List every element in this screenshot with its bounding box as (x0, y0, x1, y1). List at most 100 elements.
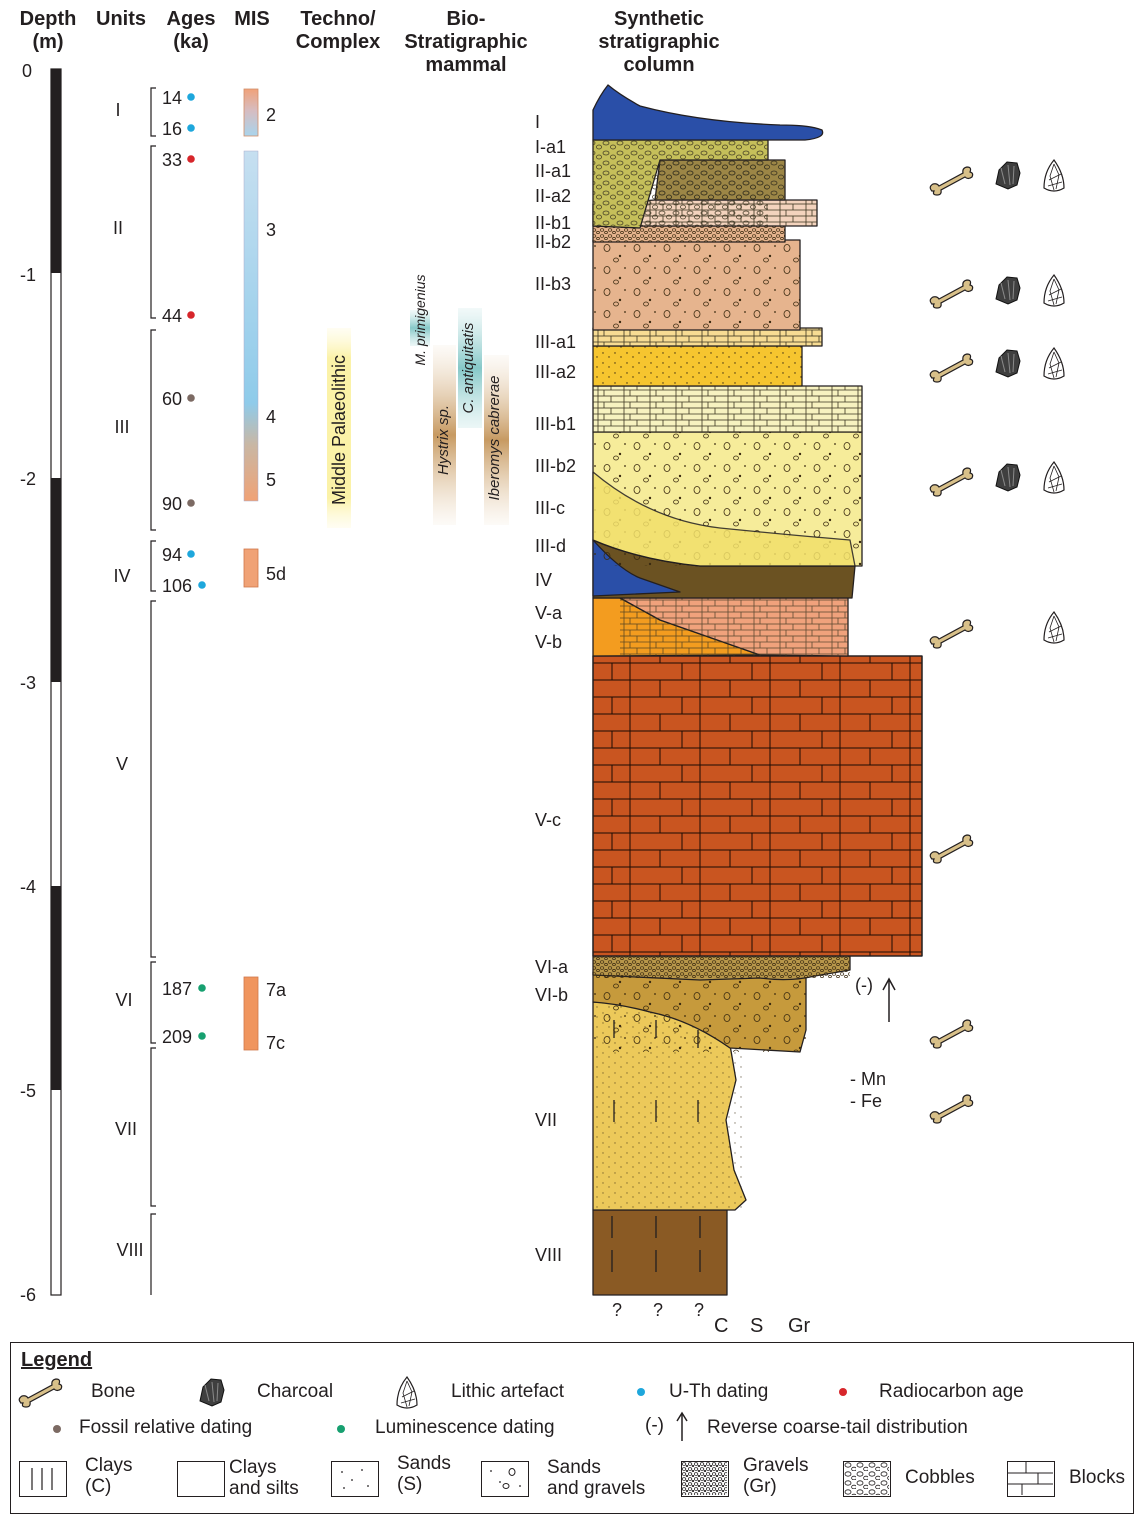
luminescence-dot (337, 1425, 345, 1433)
mis-label: 5d (266, 564, 287, 584)
grain-unknown: ? (653, 1300, 664, 1320)
taxon-bar-hystrix (433, 345, 456, 525)
layer-VIII (592, 1209, 728, 1296)
layer-label: II-b2 (535, 232, 572, 252)
legend-sands-gravels: Sands and gravels (547, 1457, 646, 1499)
lithic-icon (1043, 274, 1065, 307)
age-value: 44 (162, 306, 183, 326)
taxon-label: Hystrix sp. (435, 404, 452, 476)
lithic-icon (1043, 347, 1065, 380)
age-dot-106 (198, 581, 206, 589)
unit-label: I (115, 100, 121, 120)
legend-radiocarbon: Radiocarbon age (879, 1381, 1024, 1402)
gravels-swatch (681, 1461, 729, 1497)
depth-tick: -3 (20, 673, 37, 693)
legend-clays-silts: Clays and silts (229, 1457, 299, 1499)
charcoal-icon (199, 1378, 225, 1407)
clays-silts-swatch (177, 1461, 225, 1497)
header-synthetic: Synthetic stratigraphic column (598, 8, 720, 76)
fossil-dot (53, 1425, 61, 1433)
header-units: Units (96, 8, 146, 30)
unit-label: VI (115, 990, 133, 1010)
lithic-icon (1043, 611, 1065, 644)
layer-label: II-b3 (535, 274, 572, 294)
unit-label: VIII (116, 1240, 144, 1260)
uth-dot (637, 1388, 645, 1396)
unit-label: V (115, 754, 128, 774)
bone-icon (929, 166, 974, 196)
mis-label: 5 (266, 470, 277, 490)
bone-icon (929, 1094, 974, 1124)
age-value: 106 (162, 576, 193, 596)
legend-gravels: Gravels (Gr) (743, 1455, 809, 1497)
age-dot-16 (187, 124, 195, 132)
unit-brackets (150, 87, 156, 1295)
age-dot-187 (198, 984, 206, 992)
grain-class: S (750, 1315, 764, 1337)
radiocarbon-dot (839, 1388, 847, 1396)
age-dot-94 (187, 550, 195, 558)
mis-label: 3 (266, 220, 277, 240)
depth-tick: 0 (22, 61, 33, 81)
layer-label: VII (535, 1110, 558, 1130)
legend-uth: U-Th dating (669, 1381, 769, 1402)
blocks-swatch (1007, 1461, 1055, 1497)
cobbles-swatch (843, 1461, 891, 1497)
layer-label: III-c (535, 498, 565, 518)
age-dot-14 (187, 93, 195, 101)
mis-label: 7c (266, 1033, 286, 1053)
layer-label: III-a2 (535, 362, 577, 382)
layer-label: II-a1 (535, 161, 572, 181)
layer-label: VI-a (535, 957, 569, 977)
grain-unknown: ? (694, 1300, 705, 1320)
layer-label: IV (535, 570, 553, 590)
lithic-icon (1043, 461, 1065, 494)
header-bio: Bio- Stratigraphic mammal (404, 8, 528, 76)
depth-tick: -4 (20, 877, 37, 897)
depth-scale-bar (50, 68, 62, 1296)
legend-clays: Clays (C) (85, 1455, 133, 1497)
depth-tick: -2 (20, 469, 37, 489)
legend-reverse: Reverse coarse-tail distribution (707, 1417, 968, 1438)
layer-label: VIII (535, 1245, 563, 1265)
legend-charcoal: Charcoal (257, 1381, 334, 1402)
mis-label: 2 (266, 105, 277, 125)
taxon-bar-m-primigenius (410, 310, 430, 346)
age-value: 90 (162, 494, 183, 514)
reverse-arrow (882, 977, 896, 1022)
lithic-icon (396, 1376, 418, 1409)
techno-complex-label: Middle Palaeolithic (329, 354, 349, 506)
age-dot-209 (198, 1032, 206, 1040)
mis-label: 7a (266, 980, 287, 1000)
taxon-bar-iberomys (484, 355, 509, 525)
legend: Legend Bone Charcoal Lithic artefact U-T… (10, 1342, 1134, 1514)
layer-label: VI-b (535, 985, 569, 1005)
layer-label: V-b (535, 632, 563, 652)
unit-label: II (112, 218, 123, 238)
age-value: 33 (162, 150, 183, 170)
unit-label: III (114, 417, 130, 437)
legend-sands: Sands (S) (397, 1453, 451, 1495)
bone-icon (929, 619, 974, 649)
techno-complex-bar (327, 328, 351, 528)
sands-gravels-swatch (481, 1461, 529, 1497)
grain-class: C (714, 1315, 729, 1337)
bone-icon (929, 353, 974, 383)
age-dot-44 (187, 311, 195, 319)
layer-label: V-a (535, 603, 563, 623)
charcoal-icon (995, 463, 1021, 492)
charcoal-icon (995, 161, 1021, 190)
arrow-up-icon (676, 1411, 688, 1441)
taxon-label: Iberomys cabrerae (486, 375, 503, 501)
lithic-icon (1043, 159, 1065, 192)
charcoal-icon (995, 276, 1021, 305)
unit-label: IV (113, 566, 131, 586)
mis-bars (243, 88, 259, 1051)
depth-tick: -5 (20, 1081, 37, 1101)
fe-label: - Fe (850, 1091, 883, 1111)
age-dot-33 (187, 155, 195, 163)
legend-title: Legend (21, 1349, 93, 1371)
bone-icon (929, 279, 974, 309)
layer-label: I-a1 (535, 137, 567, 157)
grain-unknown: ? (612, 1300, 623, 1320)
